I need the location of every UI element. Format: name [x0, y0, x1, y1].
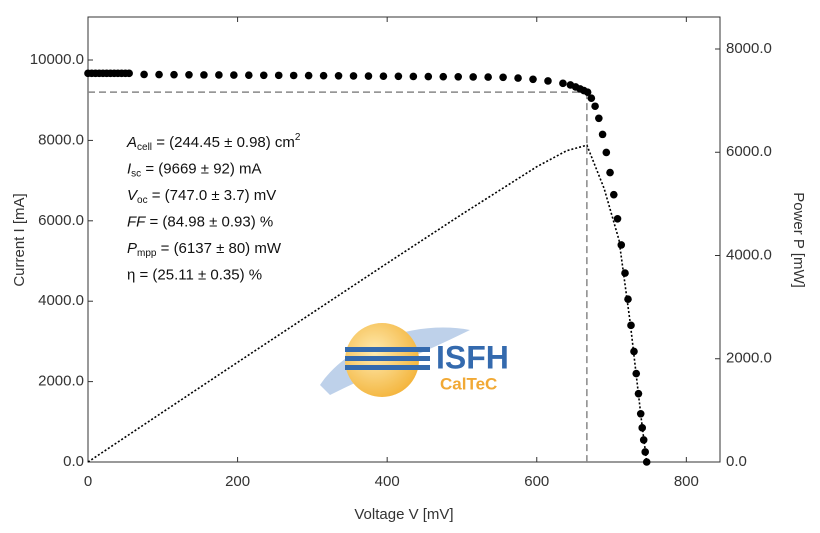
- annotation-symbol: I: [127, 160, 131, 177]
- annotation: FF = (84.98 ± 0.93) %: [127, 213, 273, 230]
- data-point: [439, 72, 448, 81]
- logo-subtitle: CalTeC: [440, 374, 497, 393]
- y-tick-label: 10000.0: [30, 51, 84, 68]
- y-axis-label: Current I [mA]: [11, 193, 28, 286]
- data-point: [230, 71, 238, 79]
- y-tick-label: 2000.0: [38, 373, 84, 390]
- data-point: [394, 72, 403, 81]
- data-point: [613, 214, 622, 223]
- y2-tick-label: 4000.0: [726, 246, 772, 263]
- annotation-subscript: mpp: [137, 248, 157, 259]
- y2-axis-label: Power P [mW]: [790, 192, 807, 288]
- data-point: [140, 70, 148, 79]
- annotation: Pmpp = (6137 ± 80) mW: [127, 240, 282, 259]
- data-point: [364, 72, 373, 80]
- data-point: [469, 73, 477, 81]
- data-point: [617, 241, 626, 249]
- data-point: [424, 72, 433, 81]
- data-point: [274, 71, 283, 80]
- data-point: [595, 114, 603, 123]
- x-tick-label: 600: [524, 473, 549, 490]
- logo-stripe: [345, 365, 430, 370]
- data-point: [334, 72, 343, 80]
- data-point: [544, 77, 552, 85]
- y2-tick-label: 0.0: [726, 453, 747, 470]
- data-point: [602, 148, 611, 157]
- data-point: [559, 79, 567, 88]
- annotation-text: η = (25.11 ± 0.35) %: [127, 266, 262, 283]
- y-tick-label: 0.0: [63, 453, 84, 470]
- logo: ISFH CalTeC: [320, 323, 509, 397]
- data-point: [454, 72, 463, 81]
- x-axis-label: Voltage V [mV]: [354, 506, 453, 523]
- annotation-text: = (6137 ± 80) mW: [156, 240, 281, 257]
- data-point: [627, 321, 635, 330]
- y-tick-label: 8000.0: [38, 131, 84, 148]
- annotation-superscript: 2: [295, 132, 301, 143]
- data-point: [606, 168, 614, 177]
- data-point: [598, 130, 607, 139]
- data-point: [609, 190, 618, 199]
- data-point: [624, 295, 632, 303]
- data-point: [636, 409, 645, 418]
- data-point: [591, 102, 599, 111]
- data-point: [484, 73, 492, 81]
- data-point: [215, 71, 223, 79]
- data-point: [245, 71, 253, 80]
- annotation: Isc = (9669 ± 92) mA: [127, 160, 262, 179]
- annotation-symbol: FF: [127, 213, 146, 230]
- y2-tick-label: 2000.0: [726, 350, 772, 367]
- annotation-text: = (9669 ± 92) mA: [141, 160, 261, 177]
- annotation-symbol: V: [127, 187, 139, 204]
- annotation-symbol: A: [126, 134, 137, 151]
- logo-name: ISFH: [436, 339, 509, 375]
- annotation-text: = (84.98 ± 0.93) %: [145, 213, 273, 230]
- annotation-text: = (747.0 ± 3.7) mV: [148, 187, 277, 204]
- power-curve: [87, 144, 648, 463]
- x-tick-label: 0: [84, 473, 92, 490]
- logo-stripe: [345, 356, 430, 361]
- data-point: [125, 69, 133, 78]
- x-tick-label: 800: [674, 473, 699, 490]
- annotation-subscript: cell: [137, 142, 152, 153]
- data-point: [170, 70, 178, 79]
- data-point: [200, 71, 208, 79]
- data-point: [529, 75, 537, 84]
- data-point: [632, 369, 641, 378]
- data-point: [587, 94, 596, 103]
- data-point: [621, 269, 629, 277]
- annotation: Voc = (747.0 ± 3.7) mV: [127, 187, 276, 206]
- annotation: Acell = (244.45 ± 0.98) cm2: [126, 132, 301, 153]
- y-tick-label: 6000.0: [38, 212, 84, 229]
- data-point: [259, 71, 268, 80]
- data-point: [155, 70, 163, 79]
- annotation-subscript: sc: [131, 168, 141, 179]
- data-point: [409, 72, 418, 81]
- data-point: [289, 71, 298, 80]
- data-point: [379, 72, 388, 80]
- annotation-text: = (244.45 ± 0.98) cm: [152, 134, 295, 151]
- y-tick-label: 4000.0: [38, 292, 84, 309]
- x-tick-label: 200: [225, 473, 250, 490]
- data-point: [304, 71, 313, 80]
- y2-tick-label: 6000.0: [726, 143, 772, 160]
- data-point: [583, 88, 592, 96]
- data-point: [319, 71, 328, 80]
- data-point: [634, 389, 643, 398]
- annotation-subscript: oc: [137, 195, 148, 206]
- y2-tick-label: 8000.0: [726, 40, 772, 57]
- data-point: [514, 74, 522, 82]
- data-point: [185, 71, 193, 79]
- data-point: [499, 73, 507, 82]
- logo-stripe: [345, 347, 430, 352]
- data-point: [349, 72, 358, 80]
- data-point: [642, 458, 651, 466]
- x-tick-label: 400: [375, 473, 400, 490]
- annotation-symbol: P: [127, 240, 137, 257]
- annotation: η = (25.11 ± 0.35) %: [127, 266, 262, 283]
- plot-frame: [87, 16, 721, 463]
